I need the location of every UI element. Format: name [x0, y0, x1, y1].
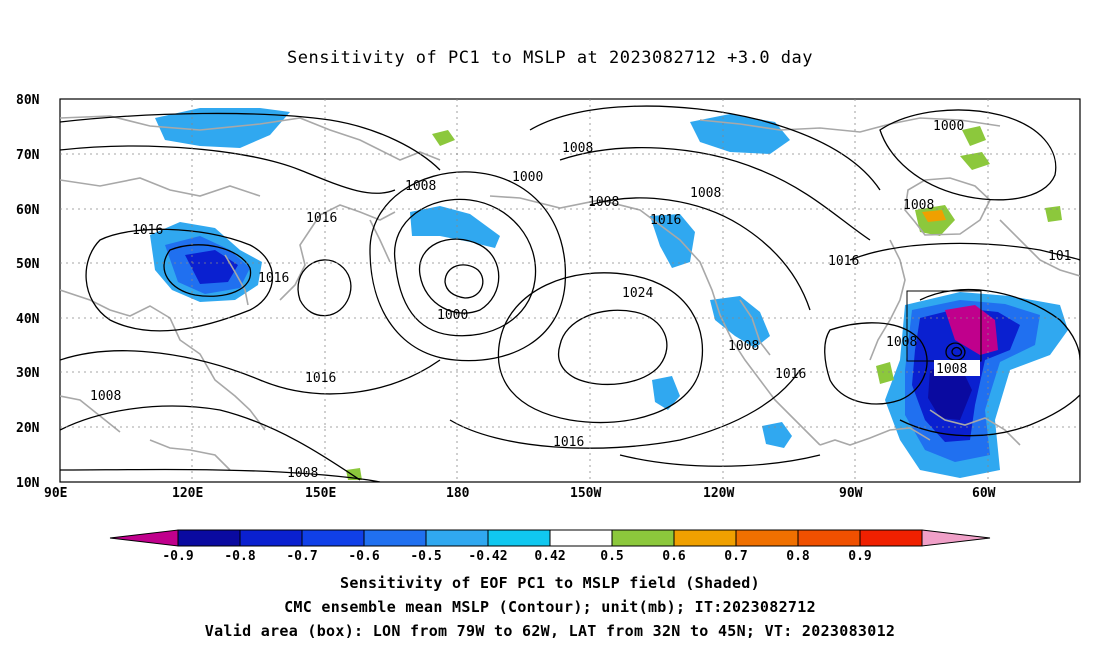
colorbar-label: 0.9 [848, 549, 871, 564]
contour-label: 1016 [553, 435, 584, 450]
colorbar-swatch [735, 529, 799, 547]
shade-region-atlantic-core [928, 365, 972, 420]
lon-tick-label: 90W [839, 486, 863, 501]
contour-label: 1016 [258, 271, 289, 286]
caption-line-1: Sensitivity of EOF PC1 to MSLP field (Sh… [340, 574, 760, 592]
contour-label: 1008 [588, 195, 619, 210]
contour-label: 1008 [728, 339, 759, 354]
shade-region-pacnw [650, 214, 695, 268]
lat-tick-label: 10N [16, 476, 40, 491]
contour-label: 1000 [437, 308, 468, 323]
colorbar-swatch [487, 529, 551, 547]
map-title: Sensitivity of PC1 to MSLP at 2023082712… [286, 48, 813, 68]
lat-tick-label: 50N [16, 257, 40, 272]
contour-label: 1008 [886, 335, 917, 350]
shade-region-kamchatka [410, 206, 500, 248]
colorbar-label: -0.42 [468, 549, 507, 564]
sensitivity-shading [150, 108, 1068, 480]
contour-label: 101 [1048, 249, 1071, 264]
colorbar-swatch [425, 529, 489, 547]
colorbar-label: -0.8 [224, 549, 255, 564]
colorbar-swatch [363, 529, 427, 547]
colorbar-swatch [611, 529, 675, 547]
colorbar-label: -0.7 [286, 549, 317, 564]
lon-tick-label: 120E [172, 486, 203, 501]
contour-labels: 1016 1016 1016 1008 1008 1008 1000 1008 … [90, 119, 1071, 481]
lon-axis: 90E 120E 150E 180 150W 120W 90W 60W [44, 486, 996, 501]
lon-tick-label: 150W [570, 486, 601, 501]
colorbar-swatch [549, 529, 613, 547]
shade-region-atlantic-max [945, 305, 998, 355]
lon-tick-label: 120W [703, 486, 734, 501]
contour-label: 1008 [562, 141, 593, 156]
lon-tick-label: 90E [44, 486, 67, 501]
contour-label: 1024 [622, 286, 653, 301]
shade-positive-atlantic-sub [876, 362, 894, 384]
colorbar-arrow-right [921, 529, 991, 547]
lat-tick-label: 30N [16, 366, 40, 381]
shade-region-china-core [185, 250, 238, 284]
colorbar-label: 0.6 [662, 549, 686, 564]
colorbar-swatch [177, 529, 241, 547]
colorbar-swatch [673, 529, 737, 547]
contour-label: 1016 [775, 367, 806, 382]
shade-region-california [710, 296, 770, 348]
lon-tick-label: 150E [305, 486, 336, 501]
lat-axis: 80N 70N 60N 50N 40N 30N 20N 10N [16, 93, 40, 491]
colorbar-swatch [301, 529, 365, 547]
contour-label: 1008 [287, 466, 318, 481]
colorbar-label: -0.6 [348, 549, 379, 564]
colorbar-label: 0.5 [600, 549, 623, 564]
shade-region-mexico [762, 422, 792, 448]
contour-label: 1008 [936, 362, 967, 377]
shade-region-alaska [690, 114, 790, 154]
colorbar: -0.9 -0.8 -0.7 -0.6 -0.5 -0.42 0.42 0.5 0.6 0.7 0.… [109, 529, 991, 564]
colorbar-label: 0.8 [786, 549, 810, 564]
lat-tick-label: 80N [16, 93, 40, 108]
colorbar-label: 0.42 [534, 549, 565, 564]
contour-label: 1000 [512, 170, 543, 185]
lat-tick-label: 70N [16, 148, 40, 163]
lon-tick-label: 180 [446, 486, 470, 501]
colorbar-swatch [239, 529, 303, 547]
shade-positive-arctic [432, 130, 455, 146]
caption-line-2: CMC ensemble mean MSLP (Contour); unit(m… [284, 598, 816, 616]
contour-label: 1016 [132, 223, 163, 238]
shade-positive-iceland [960, 152, 990, 170]
colorbar-label: -0.5 [410, 549, 441, 564]
lat-tick-label: 60N [16, 203, 40, 218]
contour-label: 1008 [690, 186, 721, 201]
contour-label: 1008 [90, 389, 121, 404]
contour-label: 1008 [405, 179, 436, 194]
lon-tick-label: 60W [972, 486, 996, 501]
contour-label: 1008 [903, 198, 934, 213]
contour-label: 1016 [305, 371, 336, 386]
caption-line-3: Valid area (box): LON from 79W to 62W, L… [204, 622, 896, 640]
colorbar-swatch [859, 529, 923, 547]
contour-label: 1016 [650, 213, 681, 228]
colorbar-arrow-left [109, 529, 179, 547]
colorbar-swatch [797, 529, 861, 547]
colorbar-label: 0.7 [724, 549, 747, 564]
lat-tick-label: 40N [16, 312, 40, 327]
shade-positive-arctic-east [962, 126, 986, 146]
colorbar-label: -0.9 [162, 549, 193, 564]
shade-positive-norway [1045, 206, 1062, 222]
mslp-contours [60, 105, 1080, 482]
shade-region-baja [652, 376, 680, 410]
contour-label: 1016 [306, 211, 337, 226]
shade-positive-greenland-core [922, 210, 946, 222]
lat-tick-label: 20N [16, 421, 40, 436]
contour-label: 1016 [828, 254, 859, 269]
graticule [60, 99, 1080, 482]
coastlines [60, 115, 1080, 471]
contour-label: 1000 [933, 119, 964, 134]
